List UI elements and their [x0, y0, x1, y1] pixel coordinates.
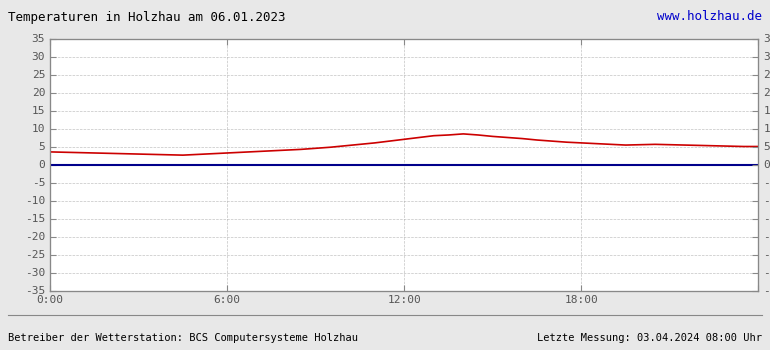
Text: www.holzhau.de: www.holzhau.de	[658, 10, 762, 23]
Text: Letzte Messung: 03.04.2024 08:00 Uhr: Letzte Messung: 03.04.2024 08:00 Uhr	[537, 333, 762, 343]
Text: Betreiber der Wetterstation: BCS Computersysteme Holzhau: Betreiber der Wetterstation: BCS Compute…	[8, 333, 358, 343]
Text: Temperaturen in Holzhau am 06.01.2023: Temperaturen in Holzhau am 06.01.2023	[8, 10, 285, 23]
